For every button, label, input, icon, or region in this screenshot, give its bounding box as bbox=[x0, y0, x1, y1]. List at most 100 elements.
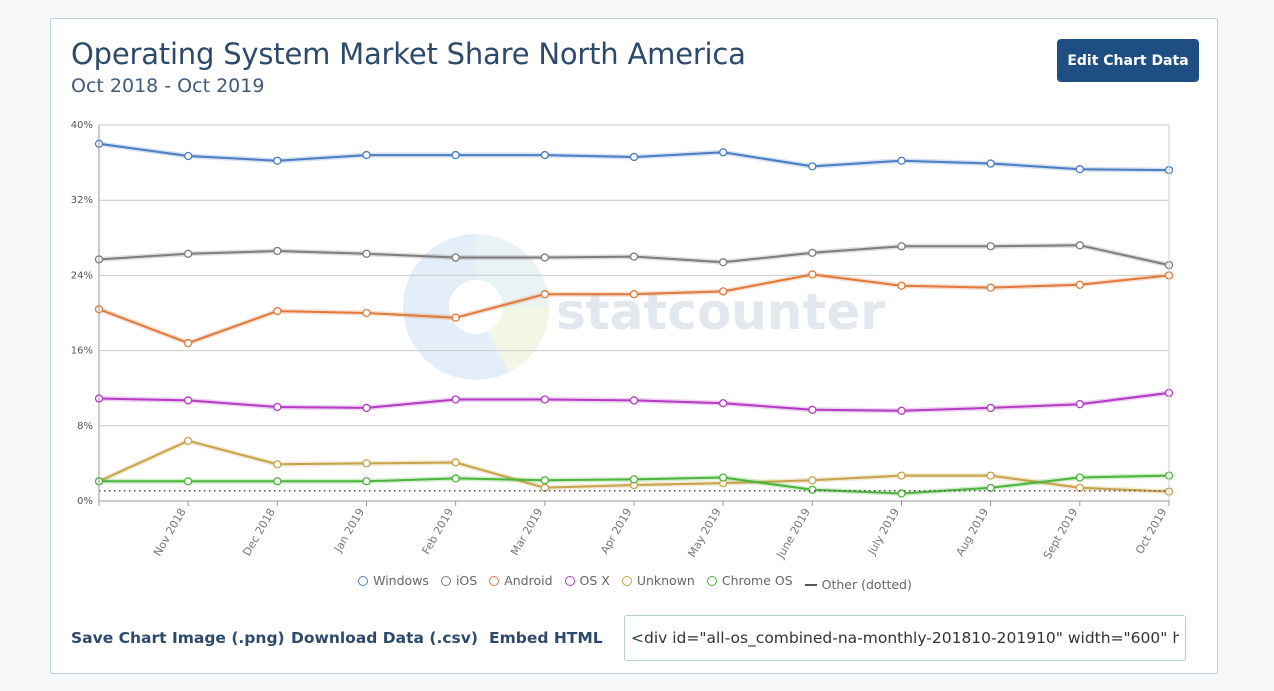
data-point[interactable] bbox=[897, 281, 906, 290]
data-point[interactable] bbox=[362, 459, 371, 468]
data-point[interactable] bbox=[897, 406, 906, 415]
data-point[interactable] bbox=[184, 249, 193, 258]
data-point[interactable] bbox=[808, 162, 817, 171]
legend-circle-marker bbox=[489, 575, 500, 586]
data-point[interactable] bbox=[362, 477, 371, 486]
data-point[interactable] bbox=[897, 471, 906, 480]
data-point[interactable] bbox=[629, 252, 639, 261]
data-point[interactable] bbox=[1075, 280, 1084, 289]
data-point[interactable] bbox=[273, 477, 282, 486]
data-point[interactable] bbox=[1075, 473, 1084, 482]
data-point[interactable] bbox=[808, 476, 817, 485]
data-point[interactable] bbox=[986, 471, 995, 480]
data-point[interactable] bbox=[719, 258, 728, 267]
watermark-hole bbox=[449, 280, 503, 334]
data-point[interactable] bbox=[362, 150, 371, 160]
data-point[interactable] bbox=[184, 151, 193, 161]
x-tick-label: May 2019 bbox=[685, 506, 723, 559]
legend-label: Android bbox=[504, 573, 553, 588]
legend-item[interactable]: Android bbox=[489, 573, 553, 588]
data-point[interactable] bbox=[897, 489, 906, 498]
data-point[interactable] bbox=[808, 485, 817, 494]
embed-code-box bbox=[624, 615, 1186, 661]
chart-axes: Nov 2018 Dec 2018 Jan 2019 Feb 2019 Mar 2019… bbox=[98, 125, 1170, 561]
data-point[interactable] bbox=[986, 403, 995, 413]
chart-panel: Operating System Market Share North Amer… bbox=[50, 18, 1218, 674]
legend-circle-marker bbox=[358, 575, 369, 586]
data-point[interactable] bbox=[451, 253, 460, 262]
data-point[interactable] bbox=[986, 159, 995, 168]
x-tick-label: Nov 2018 bbox=[151, 506, 189, 558]
legend-label: OS X bbox=[579, 573, 610, 588]
data-point[interactable] bbox=[184, 436, 193, 445]
data-point[interactable] bbox=[1075, 165, 1084, 174]
data-point[interactable] bbox=[273, 246, 282, 256]
data-point[interactable] bbox=[719, 148, 728, 157]
data-point[interactable] bbox=[362, 249, 371, 258]
data-point[interactable] bbox=[184, 396, 193, 405]
legend-item[interactable]: Other (dotted) bbox=[804, 577, 912, 592]
data-point[interactable] bbox=[273, 460, 282, 469]
data-point[interactable] bbox=[540, 476, 549, 485]
data-point[interactable] bbox=[719, 473, 728, 482]
data-point[interactable] bbox=[629, 152, 639, 162]
data-point[interactable] bbox=[540, 395, 549, 404]
data-point[interactable] bbox=[451, 474, 460, 483]
data-point[interactable] bbox=[719, 287, 728, 296]
legend-item[interactable]: Windows bbox=[358, 573, 429, 588]
legend-item[interactable]: iOS bbox=[440, 573, 477, 588]
data-point[interactable] bbox=[540, 150, 549, 160]
download-data-link[interactable]: Download Data (.csv) bbox=[291, 629, 478, 647]
legend-circle-marker bbox=[621, 575, 632, 586]
embed-code-input[interactable] bbox=[625, 616, 1185, 660]
legend-circle-marker bbox=[440, 575, 451, 586]
data-point[interactable] bbox=[451, 395, 460, 404]
date-range-subtitle: Oct 2018 - Oct 2019 bbox=[71, 75, 265, 97]
data-point[interactable] bbox=[808, 248, 817, 257]
data-point[interactable] bbox=[451, 458, 460, 467]
data-point[interactable] bbox=[719, 399, 728, 408]
line-chart: statcounter 0% 8% 16% 24% 32% 40% Nov 2018 Dec… bbox=[71, 120, 1174, 561]
x-tick-label: Jan 2019 bbox=[331, 506, 367, 555]
statcounter-watermark: statcounter bbox=[403, 234, 885, 380]
data-point[interactable] bbox=[362, 308, 371, 318]
x-tick-label: Feb 2019 bbox=[420, 506, 457, 557]
legend-item[interactable]: OS X bbox=[564, 573, 610, 588]
data-point[interactable] bbox=[540, 290, 549, 299]
data-point[interactable] bbox=[897, 156, 906, 165]
x-tick-label: Dec 2018 bbox=[240, 506, 278, 558]
chart-legend: Windows iOS Android OS X Unknown Chrome OS Oth… bbox=[51, 573, 1219, 592]
data-point[interactable] bbox=[986, 483, 995, 492]
data-point[interactable] bbox=[1075, 241, 1084, 250]
chart-footer: Save Chart Image (.png) Download Data (.… bbox=[71, 615, 1197, 663]
x-tick-label: June 2019 bbox=[773, 506, 812, 561]
data-point[interactable] bbox=[273, 306, 282, 316]
data-point[interactable] bbox=[629, 290, 639, 299]
data-point[interactable] bbox=[986, 242, 995, 251]
data-point[interactable] bbox=[451, 313, 460, 322]
data-point[interactable] bbox=[808, 405, 817, 414]
data-point[interactable] bbox=[451, 150, 460, 160]
save-chart-image-link[interactable]: Save Chart Image (.png) bbox=[71, 629, 285, 647]
x-tick-label: Apr 2019 bbox=[598, 506, 635, 556]
data-point[interactable] bbox=[986, 283, 995, 292]
data-point[interactable] bbox=[273, 156, 282, 165]
data-point[interactable] bbox=[273, 402, 282, 412]
data-point[interactable] bbox=[808, 270, 817, 279]
data-point[interactable] bbox=[184, 477, 193, 486]
data-point[interactable] bbox=[897, 242, 906, 251]
data-point[interactable] bbox=[629, 475, 639, 484]
data-point[interactable] bbox=[184, 338, 193, 348]
y-tick-label: 16% bbox=[71, 346, 93, 357]
edit-chart-data-button[interactable]: Edit Chart Data bbox=[1057, 39, 1199, 82]
legend-label: Chrome OS bbox=[721, 573, 793, 588]
legend-circle-marker bbox=[564, 575, 575, 586]
data-point[interactable] bbox=[540, 253, 549, 262]
data-point[interactable] bbox=[362, 403, 371, 413]
legend-item[interactable]: Unknown bbox=[621, 573, 695, 588]
data-point[interactable] bbox=[1075, 400, 1084, 409]
legend-label: Other (dotted) bbox=[821, 577, 912, 592]
x-tick-label: Aug 2019 bbox=[954, 506, 992, 558]
data-point[interactable] bbox=[629, 396, 639, 405]
legend-item[interactable]: Chrome OS bbox=[706, 573, 793, 588]
